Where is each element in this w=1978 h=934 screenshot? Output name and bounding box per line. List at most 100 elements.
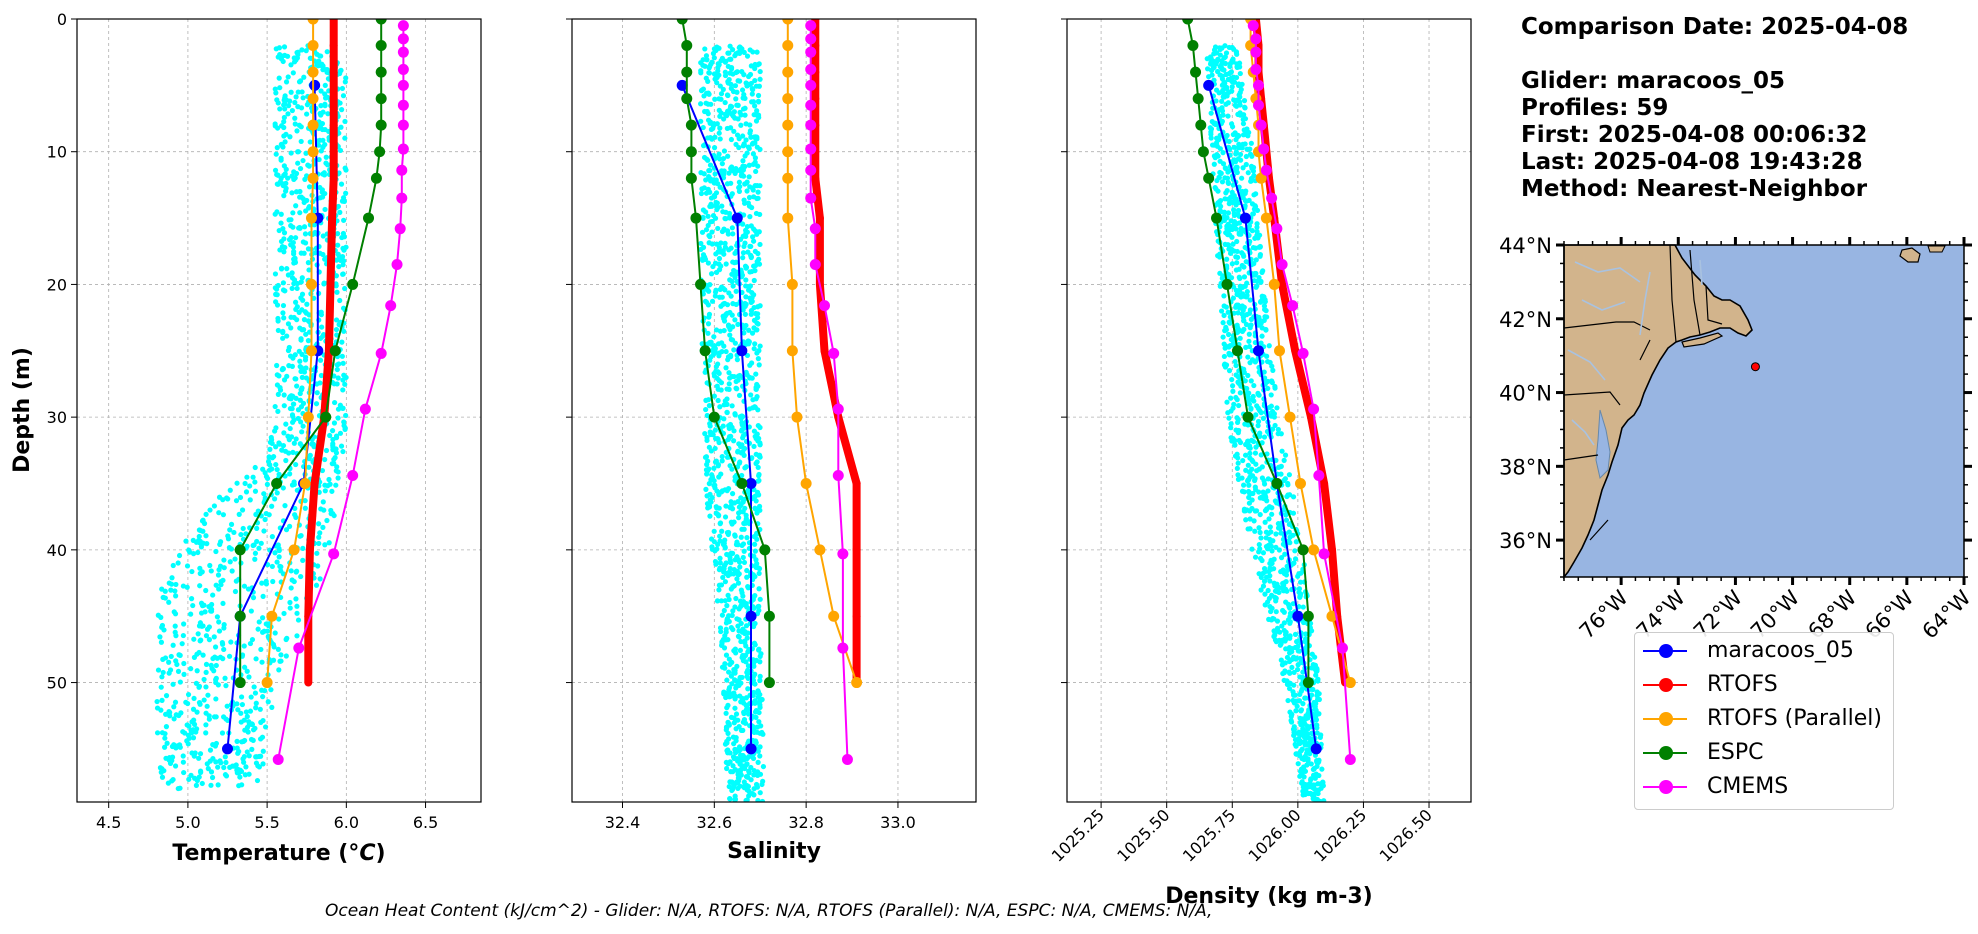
glider-sample-point — [283, 636, 289, 643]
glider-sample-point — [342, 79, 348, 85]
glider-sample-point — [726, 736, 732, 742]
series-point-rtofs_parallel — [1308, 544, 1320, 556]
glider-sample-point — [1262, 314, 1268, 320]
map-lat-label: 44°N — [1499, 234, 1552, 258]
glider-sample-point — [282, 171, 288, 177]
glider-sample-point — [716, 107, 722, 113]
glider-sample-point — [1286, 472, 1292, 478]
glider-sample-point — [246, 753, 252, 759]
glider-sample-point — [302, 505, 308, 511]
glider-sample-point — [742, 112, 748, 118]
glider-sample-point — [1258, 320, 1264, 326]
glider-sample-point — [704, 437, 710, 444]
glider-sample-point — [717, 83, 723, 89]
series-point-cmems — [385, 300, 397, 312]
glider-sample-point — [190, 735, 197, 741]
glider-sample-point — [242, 480, 248, 487]
glider-sample-point — [319, 189, 325, 195]
glider-sample-point — [205, 766, 211, 772]
glider-sample-point — [203, 661, 210, 667]
glider-sample-point — [748, 243, 754, 250]
glider-sample-point — [722, 59, 728, 65]
glider-sample-point — [739, 629, 745, 635]
glider-sample-point — [277, 658, 283, 664]
glider-sample-point — [700, 244, 707, 250]
glider-sample-point — [288, 150, 294, 156]
series-point-rtofs — [1306, 413, 1315, 422]
series-point-cmems — [1287, 300, 1299, 312]
glider-sample-point — [340, 305, 347, 311]
series-point-cmems — [1308, 403, 1320, 415]
glider-sample-point — [706, 503, 713, 509]
glider-sample-point — [233, 498, 240, 504]
glider-sample-point — [293, 395, 299, 402]
glider-sample-point — [314, 550, 320, 556]
glider-sample-point — [731, 438, 737, 444]
glider-sample-point — [1257, 252, 1263, 258]
glider-sample-point — [286, 344, 292, 351]
glider-sample-point — [247, 483, 253, 489]
glider-sample-point — [736, 144, 742, 151]
glider-sample-point — [1235, 380, 1241, 386]
glider-sample-point — [1273, 609, 1279, 615]
glider-sample-point — [190, 551, 197, 557]
glider-sample-point — [225, 533, 231, 539]
glider-sample-point — [1231, 144, 1237, 150]
glider-sample-point — [256, 619, 262, 625]
glider-sample-point — [221, 764, 227, 771]
glider-sample-point — [757, 704, 763, 710]
glider-sample-point — [733, 378, 739, 385]
series-point-cmems — [805, 99, 817, 111]
glider-sample-point — [304, 111, 310, 117]
glider-sample-point — [712, 289, 719, 295]
series-point-maracoos_05 — [1203, 79, 1215, 91]
series-point-cmems — [1250, 63, 1262, 75]
glider-sample-point — [287, 405, 294, 412]
glider-sample-point — [1214, 135, 1220, 141]
glider-sample-point — [1246, 443, 1253, 449]
glider-sample-point — [254, 538, 260, 545]
glider-sample-point — [341, 328, 347, 334]
glider-sample-point — [1311, 791, 1317, 797]
glider-sample-point — [1204, 66, 1211, 72]
glider-sample-point — [727, 326, 733, 333]
series-point-cmems — [394, 223, 406, 235]
series-point-rtofs_parallel — [307, 40, 319, 52]
glider-sample-point — [1252, 450, 1259, 456]
glider-sample-point — [728, 673, 734, 679]
glider-sample-point — [295, 149, 302, 155]
glider-sample-point — [238, 710, 244, 716]
glider-sample-point — [713, 202, 719, 209]
glider-sample-point — [303, 331, 309, 337]
glider-sample-point — [753, 740, 759, 746]
glider-sample-point — [1229, 84, 1235, 90]
series-point-rtofs — [310, 479, 319, 488]
glider-sample-point — [287, 599, 293, 606]
glider-sample-point — [1233, 164, 1239, 171]
glider-sample-point — [303, 208, 309, 214]
glider-sample-point — [265, 699, 271, 705]
glider-sample-point — [1271, 580, 1277, 586]
glider-sample-point — [1260, 583, 1267, 589]
glider-sample-point — [1247, 516, 1253, 522]
glider-sample-point — [217, 541, 223, 548]
glider-sample-point — [739, 542, 745, 549]
glider-sample-point — [1243, 467, 1249, 473]
glider-sample-point — [276, 441, 283, 447]
glider-sample-point — [343, 412, 349, 419]
glider-sample-point — [1230, 295, 1236, 301]
glider-sample-point — [744, 567, 750, 574]
glider-sample-point — [1244, 385, 1250, 392]
glider-sample-point — [1231, 212, 1238, 219]
glider-sample-point — [747, 122, 753, 128]
glider-sample-point — [188, 611, 194, 617]
glider-sample-point — [753, 707, 759, 714]
glider-sample-point — [317, 357, 324, 363]
glider-sample-point — [194, 709, 200, 715]
glider-sample-point — [1249, 397, 1255, 403]
series-point-rtofs — [1278, 280, 1287, 289]
glider-sample-point — [340, 195, 347, 201]
glider-sample-point — [218, 760, 224, 766]
glider-sample-point — [1271, 566, 1277, 572]
series-point-rtofs_parallel — [786, 278, 798, 290]
